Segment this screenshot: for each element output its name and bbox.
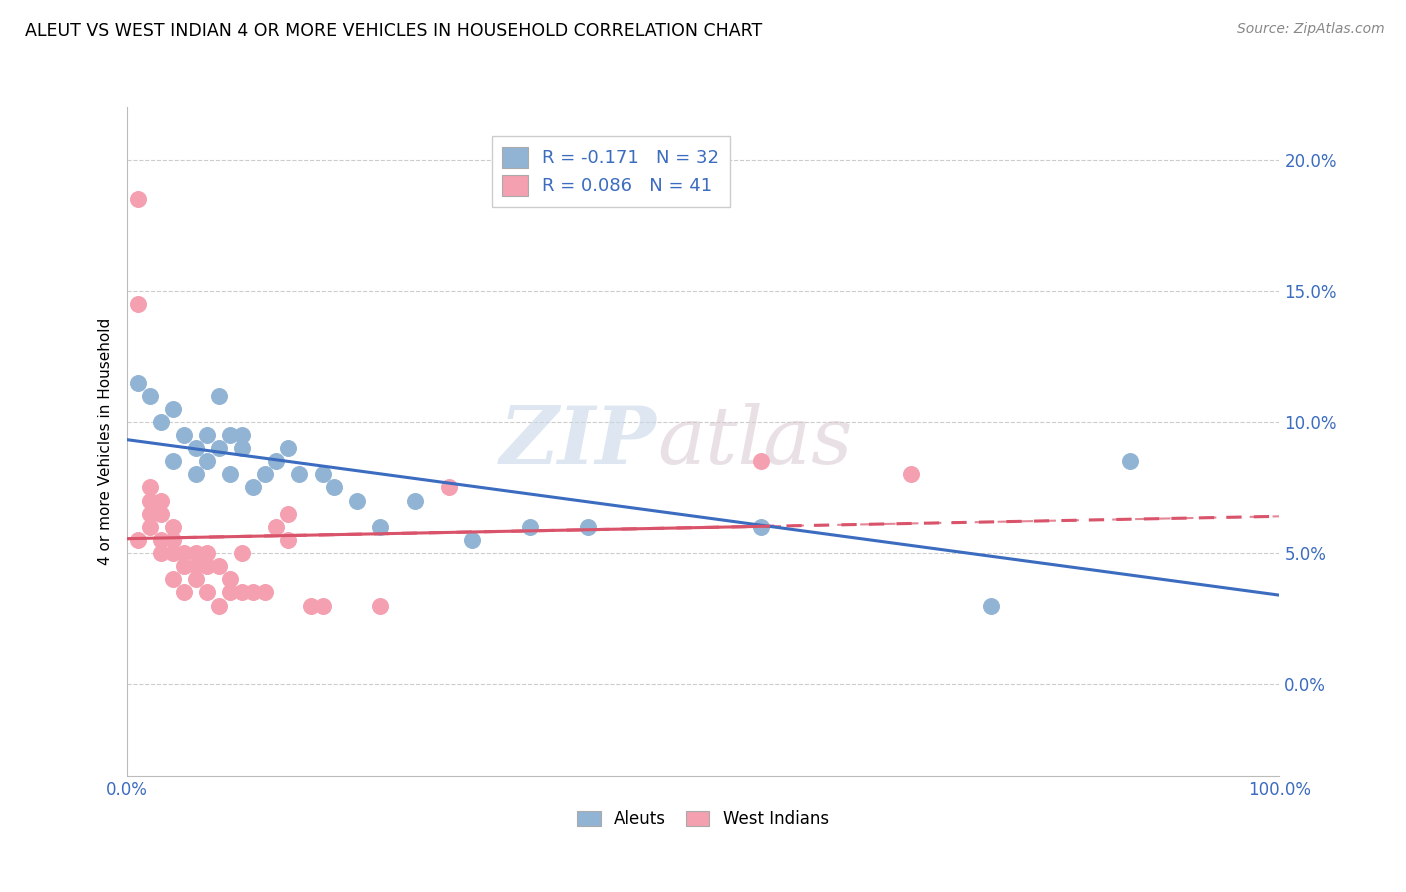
Point xyxy=(749,454,772,468)
Point xyxy=(219,467,242,482)
Point xyxy=(150,546,173,560)
Point xyxy=(173,585,195,599)
Point xyxy=(519,520,541,534)
Text: ALEUT VS WEST INDIAN 4 OR MORE VEHICLES IN HOUSEHOLD CORRELATION CHART: ALEUT VS WEST INDIAN 4 OR MORE VEHICLES … xyxy=(25,22,762,40)
Point xyxy=(231,428,253,442)
Point xyxy=(219,572,242,586)
Point xyxy=(461,533,484,547)
Point xyxy=(195,559,218,574)
Point xyxy=(162,454,184,468)
Point xyxy=(323,480,346,494)
Point xyxy=(184,572,207,586)
Point xyxy=(1118,454,1140,468)
Point xyxy=(900,467,922,482)
Point xyxy=(219,428,242,442)
Point xyxy=(231,546,253,560)
Point xyxy=(195,454,218,468)
Point xyxy=(127,192,149,206)
Point xyxy=(231,585,253,599)
Point xyxy=(219,585,242,599)
Point xyxy=(184,559,207,574)
Point xyxy=(150,507,173,521)
Point xyxy=(404,493,426,508)
Point xyxy=(242,585,264,599)
Point xyxy=(208,441,231,455)
Point xyxy=(311,599,333,613)
Point xyxy=(173,428,195,442)
Point xyxy=(368,520,391,534)
Point xyxy=(311,467,333,482)
Point xyxy=(749,520,772,534)
Point xyxy=(173,559,195,574)
Point xyxy=(173,546,195,560)
Point xyxy=(195,585,218,599)
Point xyxy=(242,480,264,494)
Point xyxy=(184,441,207,455)
Point xyxy=(266,454,288,468)
Point xyxy=(208,599,231,613)
Point xyxy=(277,507,299,521)
Point xyxy=(288,467,311,482)
Point xyxy=(277,441,299,455)
Point xyxy=(138,493,160,508)
Text: atlas: atlas xyxy=(657,403,852,480)
Point xyxy=(253,585,276,599)
Point xyxy=(162,533,184,547)
Point xyxy=(299,599,322,613)
Point xyxy=(253,467,276,482)
Point xyxy=(346,493,368,508)
Point xyxy=(162,546,184,560)
Point xyxy=(208,389,231,403)
Point xyxy=(368,599,391,613)
Legend: Aleuts, West Indians: Aleuts, West Indians xyxy=(571,804,835,835)
Y-axis label: 4 or more Vehicles in Household: 4 or more Vehicles in Household xyxy=(98,318,114,566)
Point xyxy=(162,520,184,534)
Point xyxy=(150,533,173,547)
Point xyxy=(127,376,149,390)
Point xyxy=(162,401,184,416)
Point xyxy=(184,546,207,560)
Point xyxy=(277,533,299,547)
Point xyxy=(138,520,160,534)
Point xyxy=(980,599,1002,613)
Text: Source: ZipAtlas.com: Source: ZipAtlas.com xyxy=(1237,22,1385,37)
Point xyxy=(231,441,253,455)
Point xyxy=(195,546,218,560)
Point xyxy=(127,533,149,547)
Point xyxy=(127,297,149,311)
Point xyxy=(195,428,218,442)
Point xyxy=(184,467,207,482)
Point xyxy=(266,520,288,534)
Point xyxy=(150,493,173,508)
Point xyxy=(208,559,231,574)
Point xyxy=(150,415,173,429)
Point xyxy=(576,520,599,534)
Point xyxy=(162,572,184,586)
Point xyxy=(138,507,160,521)
Text: ZIP: ZIP xyxy=(501,403,657,480)
Point xyxy=(138,480,160,494)
Point xyxy=(138,389,160,403)
Point xyxy=(439,480,461,494)
